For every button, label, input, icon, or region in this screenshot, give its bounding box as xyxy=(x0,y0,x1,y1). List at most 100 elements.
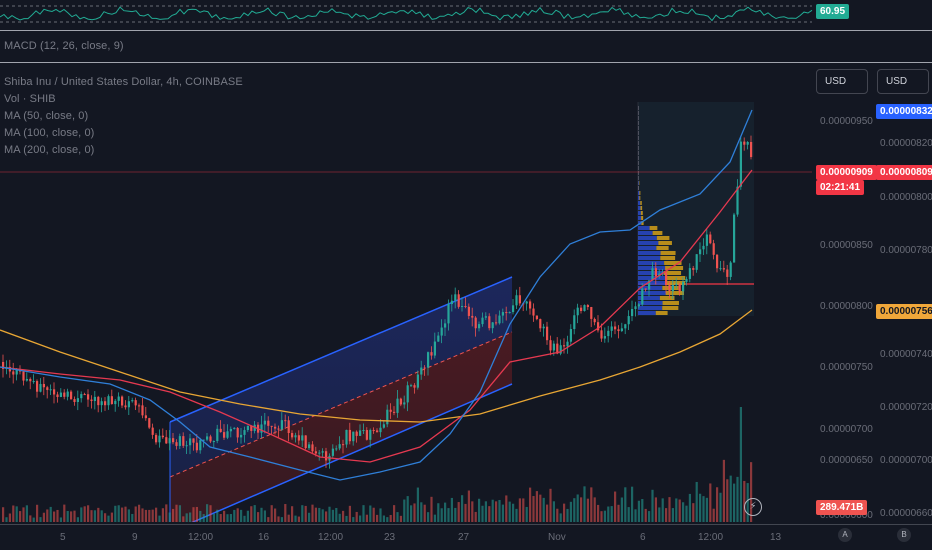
candle-body xyxy=(478,324,481,329)
candle-body xyxy=(260,424,263,433)
candle-body xyxy=(277,428,280,430)
legend-ma50[interactable]: MA (50, close, 0) xyxy=(4,110,89,122)
candle-body xyxy=(648,280,651,290)
currency-button-b[interactable]: USD xyxy=(877,69,929,94)
volume-bar xyxy=(495,501,498,522)
auto-scale-button[interactable]: A xyxy=(838,528,852,542)
candle-body xyxy=(178,436,181,446)
log-scale-button[interactable]: B xyxy=(897,528,911,542)
candle-body xyxy=(440,327,443,336)
price-chart-canvas[interactable] xyxy=(0,62,812,522)
profile-bar-up xyxy=(638,301,663,305)
candle-body xyxy=(192,438,195,443)
legend-ma200[interactable]: MA (200, close, 0) xyxy=(4,144,95,156)
candle-body xyxy=(481,317,484,325)
candle-body xyxy=(304,435,307,449)
legend-ma100[interactable]: MA (100, close, 0) xyxy=(4,127,95,139)
candle-body xyxy=(495,322,498,324)
volume-bar xyxy=(267,517,270,522)
lightning-icon[interactable]: ⚡ xyxy=(744,498,762,516)
volume-bar xyxy=(376,514,379,522)
candle-body xyxy=(355,431,358,436)
price-badge-ma50: 0.00000832 xyxy=(876,104,932,119)
volume-bar xyxy=(682,502,685,522)
profile-bar-up xyxy=(638,236,657,240)
profile-bar-up xyxy=(638,226,650,230)
symbol-title[interactable]: Shiba Inu / United States Dollar, 4h, CO… xyxy=(4,76,243,88)
currency-button-a[interactable]: USD xyxy=(816,69,868,94)
candle-body xyxy=(148,418,151,428)
volume-bar xyxy=(22,507,25,522)
volume-bar xyxy=(634,509,637,522)
candle-body xyxy=(270,425,273,427)
candle-body xyxy=(311,444,314,452)
candle-body xyxy=(345,429,348,445)
candle-body xyxy=(410,385,413,387)
candle-body xyxy=(39,383,42,392)
volume-bar xyxy=(396,512,399,522)
volume-bar xyxy=(444,502,447,522)
volume-bar xyxy=(644,508,647,522)
price-badge-current: 0.00000909 xyxy=(816,165,877,180)
axis-tick: 0.00000950 xyxy=(820,116,873,127)
volume-bar xyxy=(566,508,569,522)
channel-lower-fill xyxy=(170,332,512,522)
volume-bar xyxy=(114,505,117,522)
volume-bar xyxy=(699,493,702,522)
volume-bar xyxy=(53,511,56,522)
volume-bar xyxy=(410,505,413,522)
candle-body xyxy=(750,141,753,158)
candle-body xyxy=(46,387,49,390)
candle-body xyxy=(22,371,25,381)
profile-bar-up xyxy=(638,246,657,250)
volume-bar xyxy=(148,509,151,522)
volume-bar xyxy=(597,504,600,522)
candle-body xyxy=(542,326,545,329)
time-axis-separator xyxy=(0,524,932,525)
candle-body xyxy=(705,234,708,246)
profile-bar-down xyxy=(663,271,682,275)
candle-body xyxy=(90,399,93,402)
profile-bar-up xyxy=(638,216,642,220)
volume-bar xyxy=(66,510,69,522)
time-label: 16 xyxy=(258,532,270,543)
volume-bar xyxy=(355,511,358,522)
candle-body xyxy=(729,262,732,277)
legend-volume[interactable]: Vol · SHIB xyxy=(4,93,56,105)
volume-bar xyxy=(280,517,283,522)
profile-bar-up xyxy=(638,191,640,195)
volume-bar xyxy=(46,509,49,522)
candle-body xyxy=(352,431,355,442)
candle-body xyxy=(624,324,627,329)
candle-body xyxy=(403,402,406,405)
profile-bar-down xyxy=(638,181,640,185)
candle-body xyxy=(216,428,219,442)
volume-bar xyxy=(542,497,545,522)
volume-bar xyxy=(692,503,695,522)
candle-body xyxy=(471,315,474,318)
candle-body xyxy=(107,396,110,406)
volume-bar xyxy=(382,515,385,522)
candle-body xyxy=(104,401,107,406)
volume-bar xyxy=(175,504,178,522)
volume-bar xyxy=(182,516,185,522)
candle-body xyxy=(702,245,705,250)
volume-bar xyxy=(331,509,334,522)
candle-body xyxy=(433,341,436,356)
candle-body xyxy=(597,322,600,331)
volume-bar xyxy=(100,510,103,522)
candle-body xyxy=(280,420,283,430)
volume-bar xyxy=(610,506,613,522)
volume-bar xyxy=(277,516,280,522)
pane-separator-rsi xyxy=(0,30,932,31)
candle-body xyxy=(464,306,467,308)
candle-body xyxy=(243,430,246,435)
volume-bar xyxy=(172,508,175,522)
candle-body xyxy=(32,381,35,383)
volume-bar xyxy=(209,505,212,522)
candle-body xyxy=(42,383,45,388)
candle-body xyxy=(627,316,630,325)
volume-bar xyxy=(87,505,90,522)
volume-bar xyxy=(359,515,362,522)
